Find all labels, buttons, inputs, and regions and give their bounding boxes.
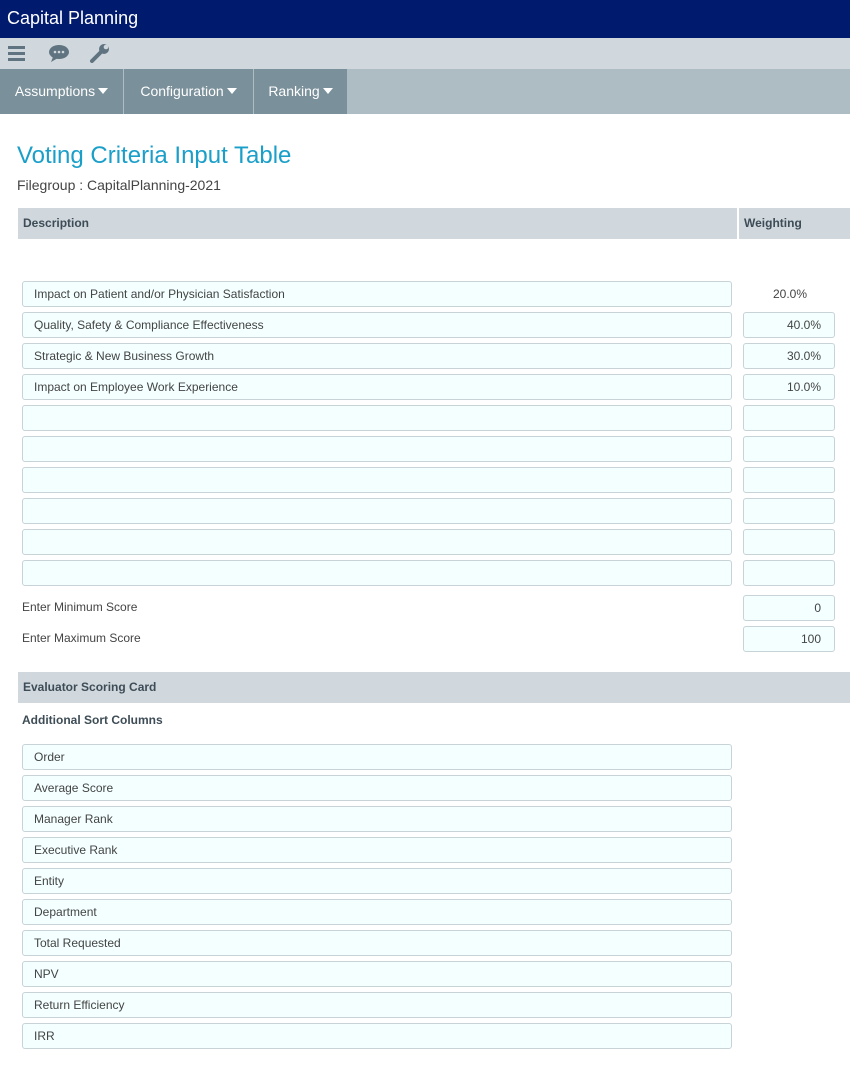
weighting-header: Weighting	[739, 208, 850, 239]
sort-columns-label: Additional Sort Columns	[22, 713, 163, 727]
menu-icon[interactable]	[7, 43, 29, 63]
toolbar	[0, 38, 850, 69]
sort-column-item[interactable]: Department	[22, 899, 732, 925]
weighting-input[interactable]: 30.0%	[743, 343, 835, 369]
caret-down-icon	[98, 88, 109, 94]
sort-column-item[interactable]: Manager Rank	[22, 806, 732, 832]
sort-column-item[interactable]: Return Efficiency	[22, 992, 732, 1018]
criteria-description-input[interactable]: Strategic & New Business Growth	[22, 343, 732, 369]
weighting-input[interactable]: 10.0%	[743, 374, 835, 400]
weighting-input[interactable]	[743, 529, 835, 555]
page-title: Voting Criteria Input Table	[17, 142, 292, 169]
nav-bar: Assumptions Configuration Ranking	[0, 69, 850, 114]
wrench-icon[interactable]	[89, 43, 111, 63]
app-title-bar: Capital Planning	[0, 0, 850, 38]
tab-ranking[interactable]: Ranking	[254, 69, 347, 114]
sort-column-item[interactable]: Average Score	[22, 775, 732, 801]
description-header: Description	[18, 208, 737, 239]
criteria-description-input[interactable]	[22, 467, 732, 493]
sort-column-item[interactable]: IRR	[22, 1023, 732, 1049]
tab-configuration[interactable]: Configuration	[124, 69, 253, 114]
weighting-input[interactable]	[743, 560, 835, 586]
criteria-description-input[interactable]: Quality, Safety & Compliance Effectivene…	[22, 312, 732, 338]
criteria-description-input[interactable]	[22, 560, 732, 586]
criteria-description-input[interactable]	[22, 436, 732, 462]
max-score-label: Enter Maximum Score	[22, 631, 141, 645]
min-score-label: Enter Minimum Score	[22, 600, 138, 614]
tab-assumptions[interactable]: Assumptions	[0, 69, 123, 114]
chat-icon[interactable]	[48, 43, 70, 63]
sort-column-item[interactable]: Order	[22, 744, 732, 770]
weighting-input[interactable]	[743, 498, 835, 524]
criteria-description-input[interactable]	[22, 529, 732, 555]
filegroup-label: Filegroup : CapitalPlanning-2021	[17, 177, 221, 193]
caret-down-icon	[322, 88, 333, 94]
scoring-card-header: Evaluator Scoring Card	[18, 672, 850, 703]
app-title: Capital Planning	[7, 8, 139, 28]
sort-column-item[interactable]: Total Requested	[22, 930, 732, 956]
criteria-description-input[interactable]	[22, 498, 732, 524]
max-score-input[interactable]: 100	[743, 626, 835, 652]
weighting-value: 20.0%	[773, 287, 808, 301]
min-score-input[interactable]: 0	[743, 595, 835, 621]
weighting-input[interactable]	[743, 405, 835, 431]
sort-column-item[interactable]: NPV	[22, 961, 732, 987]
weighting-input[interactable]: 40.0%	[743, 312, 835, 338]
criteria-description-input[interactable]	[22, 405, 732, 431]
caret-down-icon	[226, 88, 237, 94]
sort-column-item[interactable]: Executive Rank	[22, 837, 732, 863]
criteria-description-input[interactable]: Impact on Patient and/or Physician Satis…	[22, 281, 732, 307]
sort-column-item[interactable]: Entity	[22, 868, 732, 894]
weighting-input[interactable]	[743, 467, 835, 493]
weighting-input[interactable]	[743, 436, 835, 462]
criteria-description-input[interactable]: Impact on Employee Work Experience	[22, 374, 732, 400]
